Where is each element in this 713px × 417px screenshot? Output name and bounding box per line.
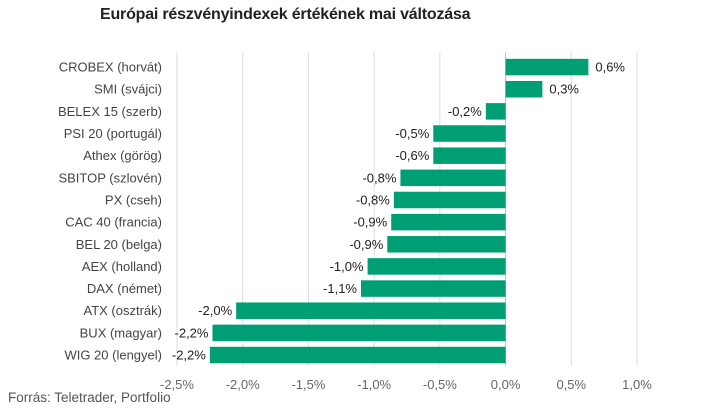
x-tick-label: 0,0%	[491, 377, 521, 392]
data-label: -0,8%	[362, 170, 396, 185]
gridlines	[176, 52, 638, 367]
bar	[236, 302, 506, 319]
category-label: SBITOP (szlovén)	[58, 170, 162, 185]
bar	[209, 346, 506, 364]
x-tick-label: -1,0%	[357, 377, 391, 392]
category-label: BELEX 15 (szerb)	[58, 104, 162, 119]
category-label: ATX (osztrák)	[84, 303, 163, 318]
x-tick-label: -1,5%	[291, 377, 325, 392]
bar	[212, 324, 506, 342]
bar	[505, 58, 589, 76]
x-tick-label: -2,0%	[226, 377, 260, 392]
data-label: -1,0%	[330, 259, 364, 274]
data-label: -2,2%	[175, 325, 209, 340]
data-label: 0,3%	[549, 82, 579, 97]
data-label: -2,0%	[198, 303, 232, 318]
bar	[505, 80, 543, 98]
bars	[209, 58, 589, 364]
bar	[361, 280, 506, 297]
category-label: BEL 20 (belga)	[76, 237, 162, 252]
bar	[433, 147, 506, 164]
chart-title: Európai részvényindexek értékének mai vá…	[100, 6, 471, 23]
data-label: 0,6%	[595, 60, 625, 75]
category-label: PX (cseh)	[105, 192, 162, 207]
category-label: WIG 20 (lengyel)	[64, 348, 162, 363]
bar	[433, 125, 506, 142]
category-label: Athex (görög)	[83, 148, 162, 163]
data-label: -0,9%	[353, 215, 387, 230]
value-labels: 0,6% 0,3% -0,2% -0,5% -0,6% -0,8% -0,8% -0,9% -0…	[172, 60, 626, 363]
bar	[387, 236, 506, 253]
category-label: CAC 40 (francia)	[65, 215, 162, 230]
bar	[367, 258, 506, 275]
x-tick-label: 1,0%	[622, 377, 652, 392]
source-note: Forrás: Teletrader, Portfolio	[8, 390, 171, 405]
category-label: CROBEX (horvát)	[59, 60, 162, 75]
x-tick-label: 0,5%	[556, 377, 586, 392]
bar	[400, 169, 506, 187]
bar	[485, 103, 506, 120]
category-label: AEX (holland)	[82, 259, 162, 274]
data-label: -0,2%	[448, 104, 482, 119]
x-tick-label: -0,5%	[423, 377, 457, 392]
x-tick-label: -2,5%	[160, 377, 194, 392]
x-axis-tick-labels: -2,5% -2,0% -1,5% -1,0% -0,5% 0,0% 0,5% 1,0%	[160, 377, 652, 392]
data-label: -0,8%	[356, 192, 390, 207]
data-label: -2,2%	[172, 348, 206, 363]
category-label: BUX (magyar)	[80, 325, 162, 340]
data-label: -0,9%	[349, 237, 383, 252]
category-labels: CROBEX (horvát) SMI (svájci) BELEX 15 (sze…	[58, 60, 162, 363]
data-label: -0,6%	[395, 148, 429, 163]
data-label: -1,1%	[323, 281, 357, 296]
bar	[393, 191, 506, 209]
category-label: PSI 20 (portugál)	[64, 126, 162, 141]
data-label: -0,5%	[395, 126, 429, 141]
bar	[391, 213, 506, 231]
category-label: DAX (német)	[87, 281, 162, 296]
category-label: SMI (svájci)	[94, 82, 162, 97]
